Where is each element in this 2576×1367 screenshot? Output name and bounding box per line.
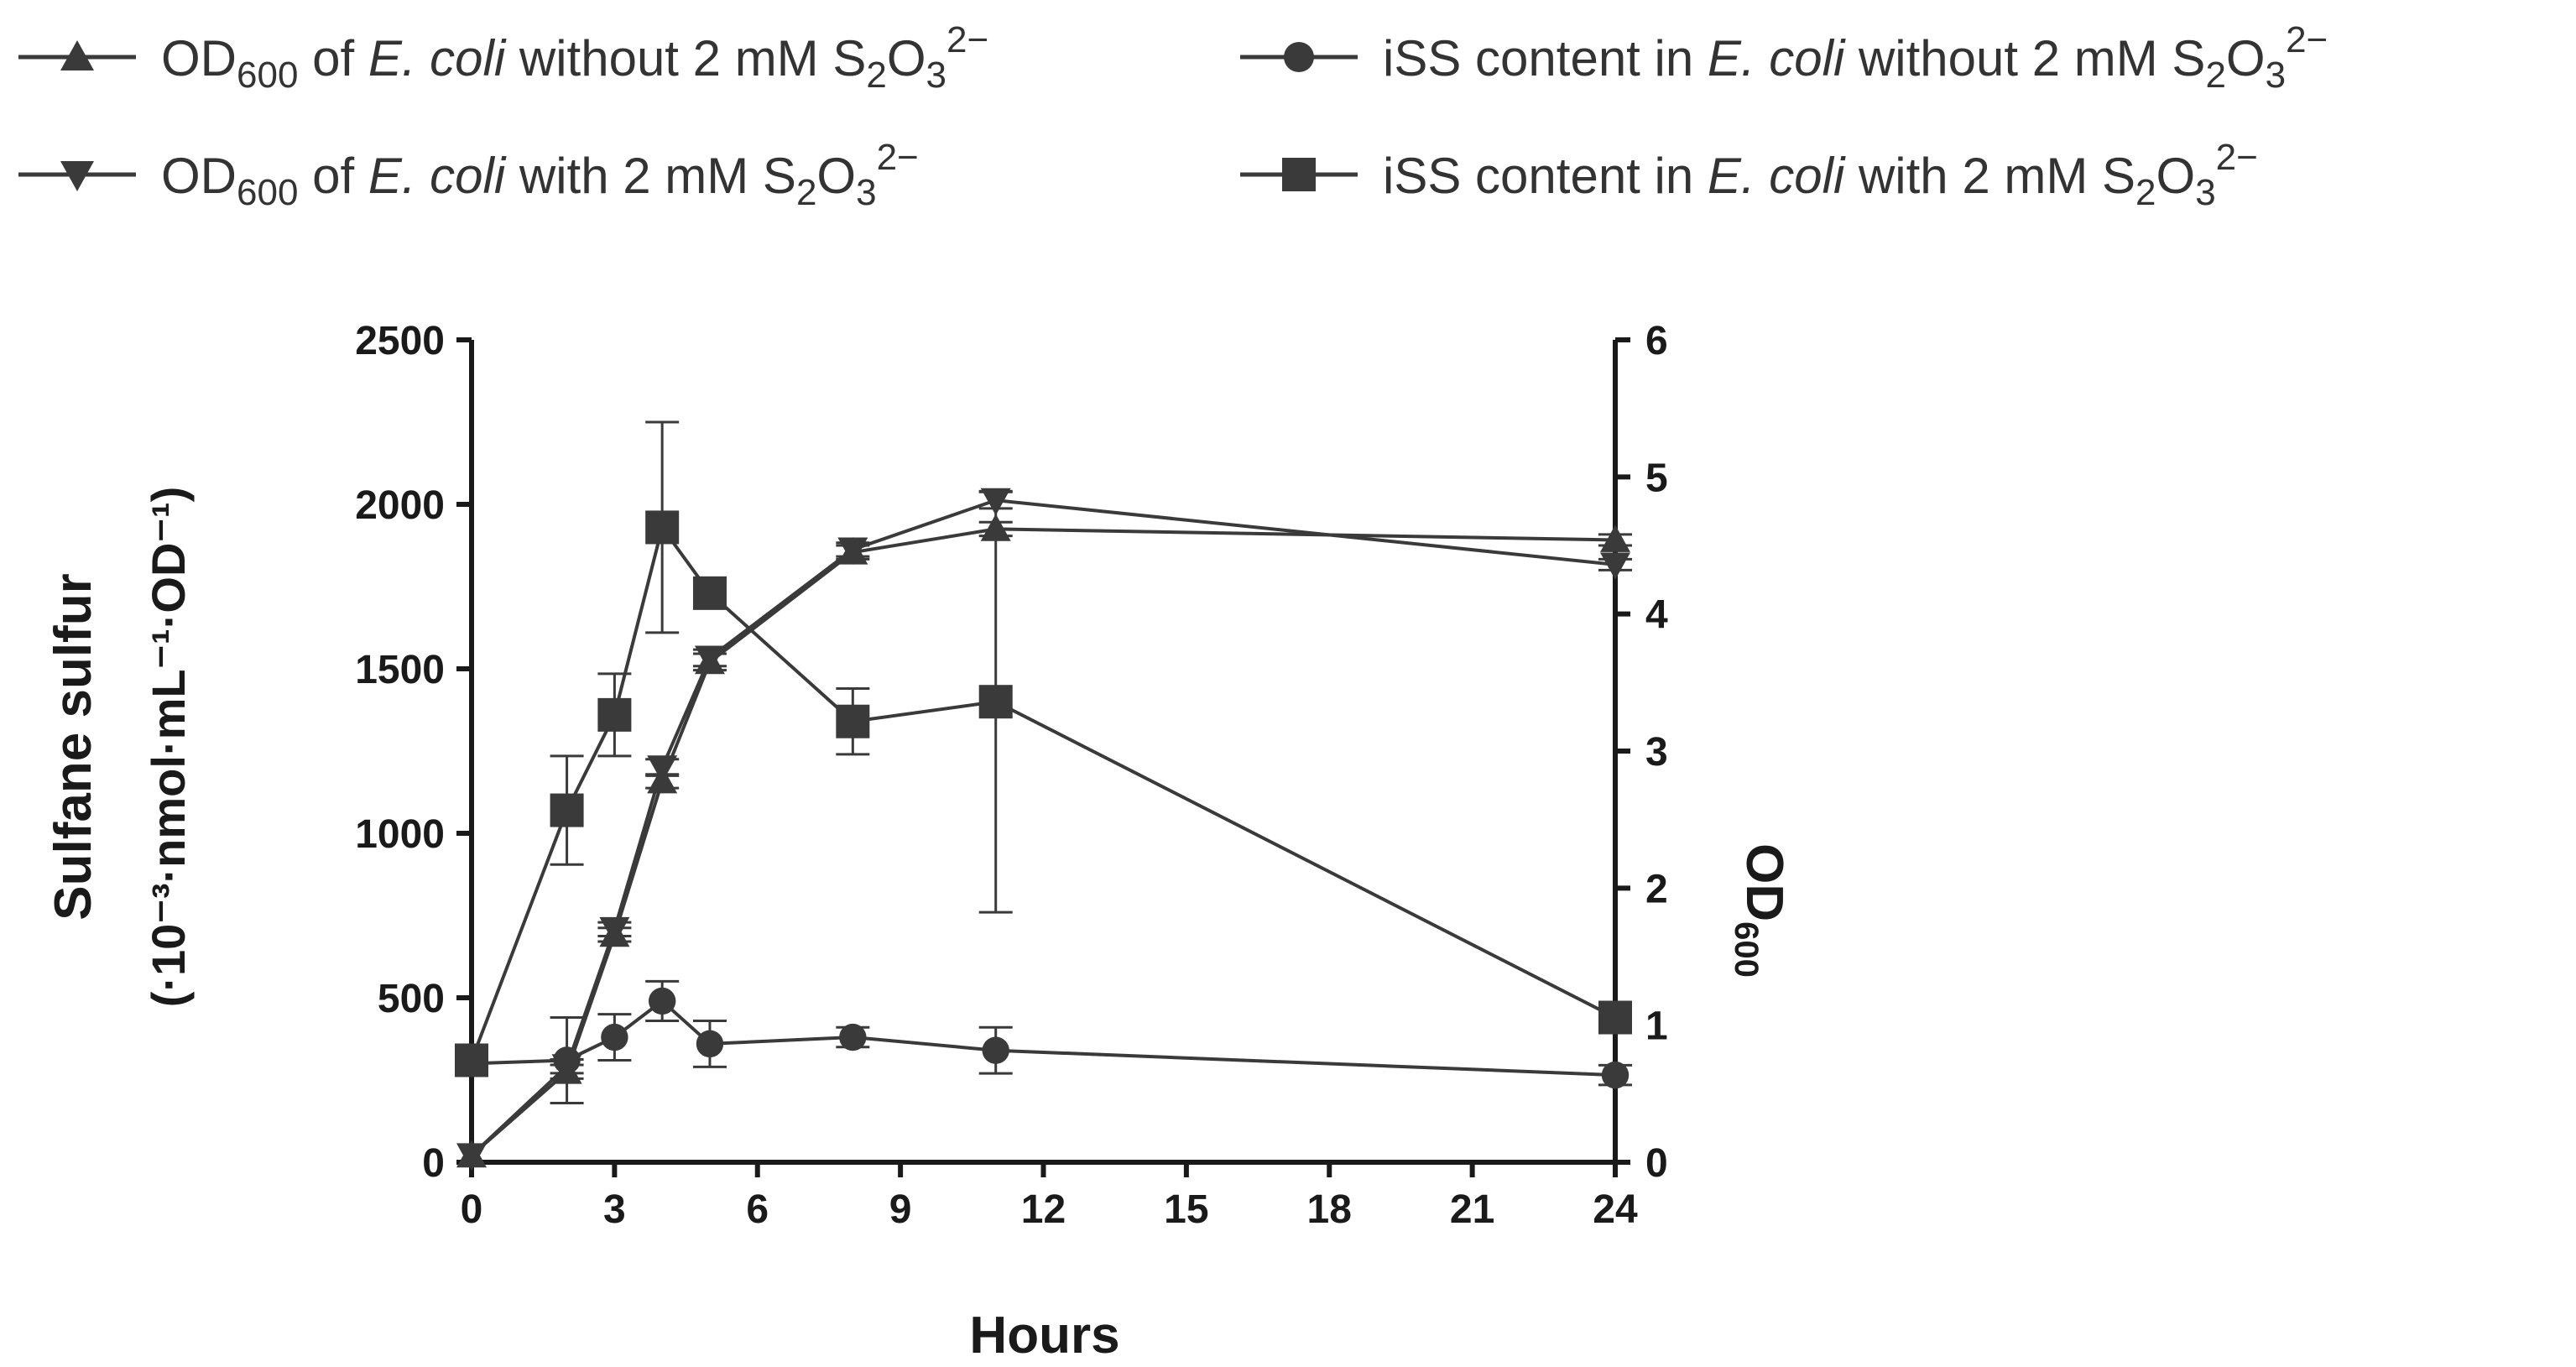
left-tick-label: 500 xyxy=(378,977,445,1021)
legend-label: OD600 of E. coli without 2 mM S2O32− xyxy=(161,19,988,96)
x-tick-label: 21 xyxy=(1450,1187,1494,1232)
series-line-od-with xyxy=(470,498,1616,1157)
data-point-iss-with xyxy=(550,793,584,827)
x-axis-title: Hours xyxy=(969,1307,1119,1364)
x-tick-label: 0 xyxy=(461,1187,483,1232)
right-axis-title: OD600 xyxy=(1728,843,1793,978)
data-point-od-with xyxy=(837,537,868,565)
data-point-iss-without xyxy=(696,1030,724,1058)
data-point-iss-without xyxy=(553,1046,581,1074)
series-line-iss-without xyxy=(471,999,1616,1077)
left-tick-label: 0 xyxy=(422,1141,445,1186)
right-tick-label: 6 xyxy=(1645,319,1668,363)
right-tick-label: 4 xyxy=(1645,593,1668,638)
left-axis-unit: (·10⁻³·nmol·mL⁻¹·OD⁻¹) xyxy=(142,487,195,1008)
legend-label: OD600 of E. coli with 2 mM S2O32− xyxy=(161,137,919,213)
data-point-iss-with xyxy=(692,576,727,610)
legend-item-iss-with: iSS content in E. coli with 2 mM S2O32− xyxy=(1240,137,2258,213)
right-tick-label: 2 xyxy=(1645,867,1668,911)
series-line-od-without xyxy=(470,527,1616,1157)
legend-item-od-with: OD600 of E. coli with 2 mM S2O32− xyxy=(18,137,919,213)
legend-label: iSS content in E. coli with 2 mM S2O32− xyxy=(1383,137,2258,213)
right-tick-label: 3 xyxy=(1645,730,1668,775)
data-point-od-without xyxy=(1600,524,1630,552)
x-tick-label: 12 xyxy=(1021,1187,1066,1232)
series-iss-without xyxy=(457,979,1632,1104)
x-tick-label: 15 xyxy=(1164,1187,1208,1232)
series-iss-with xyxy=(455,420,1632,1077)
data-point-iss-without xyxy=(982,1036,1009,1064)
legend-item-od-without: OD600 of E. coli without 2 mM S2O32− xyxy=(18,19,988,96)
data-point-od-with xyxy=(599,916,630,945)
legend-item-iss-without: iSS content in E. coli without 2 mM S2O3… xyxy=(1240,19,2328,96)
legend-marker-square xyxy=(1282,158,1316,191)
data-point-iss-without xyxy=(839,1023,867,1051)
left-tick-label: 1500 xyxy=(355,648,445,692)
right-tick-label: 0 xyxy=(1645,1141,1668,1186)
legend: OD600 of E. coli without 2 mM S2O32− iSS … xyxy=(18,19,2328,213)
x-tick-label: 3 xyxy=(603,1187,626,1232)
data-point-iss-with xyxy=(1598,1000,1632,1035)
legend-marker-triangle-down xyxy=(60,161,94,191)
x-tick-label: 9 xyxy=(889,1187,912,1232)
left-axis-title: Sulfane sulfur xyxy=(44,573,102,920)
data-point-od-with xyxy=(1600,552,1630,580)
data-point-iss-without xyxy=(601,1023,628,1051)
data-point-iss-with xyxy=(836,704,870,738)
right-axis-title-main: OD xyxy=(1735,843,1793,921)
right-tick-label: 1 xyxy=(1645,1004,1668,1049)
data-point-iss-with xyxy=(978,685,1013,719)
legend-marker-circle xyxy=(1284,42,1314,72)
data-point-od-with xyxy=(456,1143,487,1171)
left-tick-label: 2500 xyxy=(355,319,445,363)
x-tick-label: 18 xyxy=(1307,1187,1352,1232)
data-point-iss-without xyxy=(648,987,676,1015)
legend-label: iSS content in E. coli without 2 mM S2O3… xyxy=(1383,19,2328,96)
data-point-od-with xyxy=(647,755,678,783)
series-line-iss-with xyxy=(470,523,1616,1062)
left-tick-label: 2000 xyxy=(355,483,445,528)
series-layer xyxy=(455,420,1632,1171)
data-point-iss-with xyxy=(645,510,680,545)
data-point-iss-with xyxy=(455,1043,488,1077)
x-tick-label: 6 xyxy=(746,1187,769,1232)
data-point-iss-with xyxy=(597,697,632,732)
right-tick-label: 5 xyxy=(1645,456,1668,500)
x-tick-label: 24 xyxy=(1593,1187,1638,1232)
right-axis-title-sub: 600 xyxy=(1728,921,1765,978)
data-point-iss-without xyxy=(1601,1061,1630,1089)
legend-marker-triangle-up xyxy=(60,40,94,70)
data-point-od-with xyxy=(694,645,725,673)
left-tick-label: 1000 xyxy=(355,812,445,857)
